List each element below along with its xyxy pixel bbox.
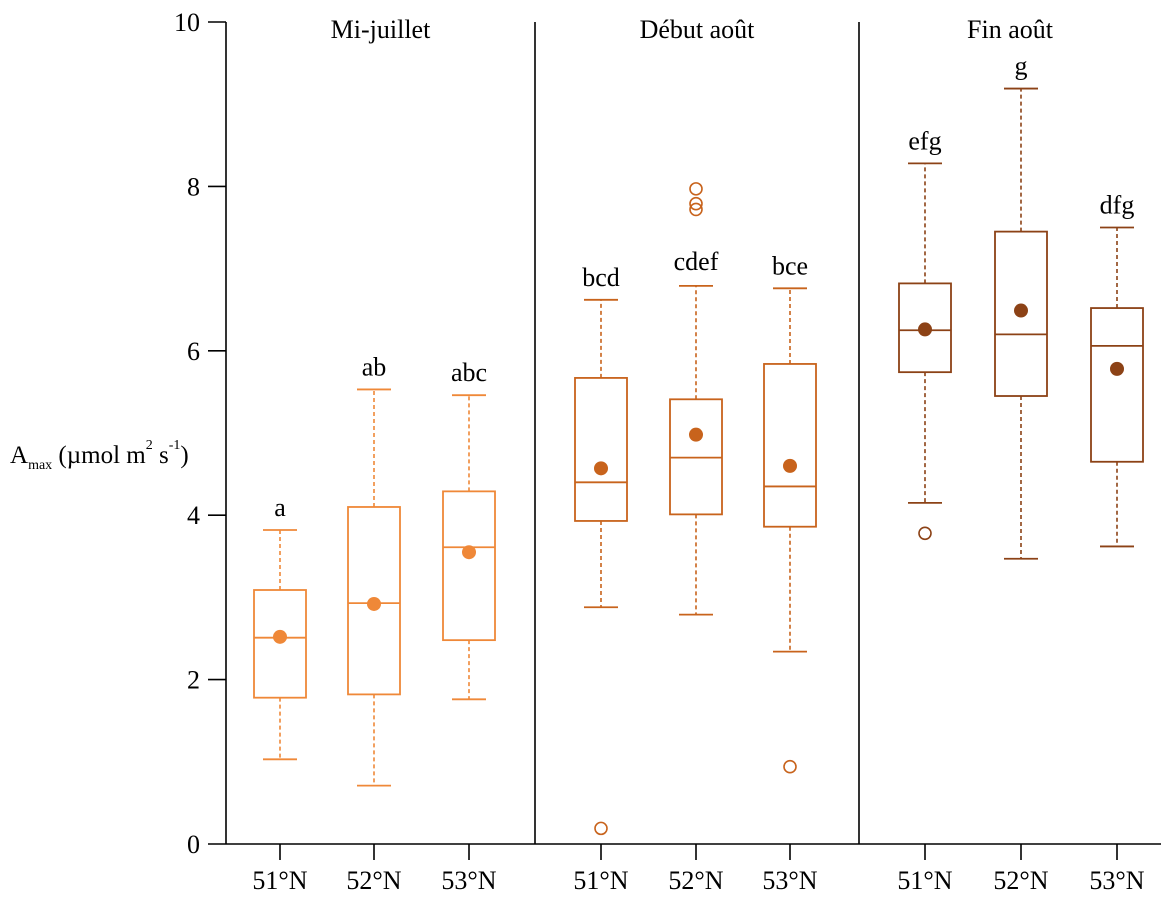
significance-letter: dfg (1100, 191, 1135, 220)
outlier-point (689, 202, 703, 217)
y-tick-label: 0 (187, 830, 200, 859)
outlier-point (689, 196, 703, 211)
x-tick-label: 53°N (1089, 866, 1144, 895)
mean-point (1110, 361, 1124, 376)
box (994, 230, 1048, 397)
y-axis-label: Amax (µmol m2 s-1) (10, 438, 189, 474)
y-axis-label-sub: max (28, 458, 53, 473)
significance-letter: bcd (582, 263, 620, 292)
y-axis-label-sup-b: -1 (168, 438, 181, 453)
mean-point (1014, 303, 1028, 318)
significance-letter: abc (451, 358, 487, 387)
box (442, 490, 496, 642)
significance-letter: ab (362, 352, 387, 381)
x-tick-label: 51°N (573, 866, 628, 895)
x-tick-label: 52°N (993, 866, 1048, 895)
y-tick-label: 6 (187, 337, 200, 366)
mean-point (689, 427, 703, 442)
x-tick-label: 52°N (346, 866, 401, 895)
y-tick-label: 10 (174, 8, 200, 37)
x-tick-label: 53°N (441, 866, 496, 895)
y-tick-label: 8 (187, 172, 200, 201)
y-tick-label: 2 (187, 666, 200, 695)
significance-letter: g (1015, 52, 1028, 81)
outlier-point (918, 526, 932, 541)
outlier-point (594, 821, 608, 836)
y-axis-label-prefix: A (10, 442, 29, 469)
x-tick-label: 52°N (668, 866, 723, 895)
mean-point (367, 596, 381, 611)
panel-title: Fin août (967, 15, 1054, 44)
y-axis-label-close: ) (180, 442, 189, 469)
box (763, 363, 817, 528)
x-tick-label: 51°N (897, 866, 952, 895)
box (253, 589, 307, 699)
significance-letter: cdef (674, 247, 719, 276)
box (347, 506, 401, 696)
y-axis-label-sup-a: 2 (145, 438, 153, 453)
outlier-point (689, 182, 703, 196)
y-axis-label-unit-a: (µmol m (52, 442, 146, 469)
box (574, 377, 628, 522)
significance-letter: bce (772, 251, 808, 280)
x-tick-label: 53°N (762, 866, 817, 895)
outlier-point (783, 759, 797, 774)
mean-point (273, 629, 287, 644)
y-tick-label: 4 (187, 501, 200, 530)
panel-title: Début août (640, 15, 756, 44)
y-axis-label-unit-b: s (152, 442, 169, 469)
significance-letter: efg (908, 126, 941, 155)
mean-point (462, 545, 476, 560)
box (898, 282, 952, 374)
mean-point (783, 458, 797, 473)
box (1090, 307, 1144, 463)
mean-point (918, 322, 932, 337)
x-tick-label: 51°N (252, 866, 307, 895)
mean-point (594, 461, 608, 476)
panel-title: Mi-juillet (331, 15, 431, 44)
significance-letter: a (274, 493, 286, 522)
